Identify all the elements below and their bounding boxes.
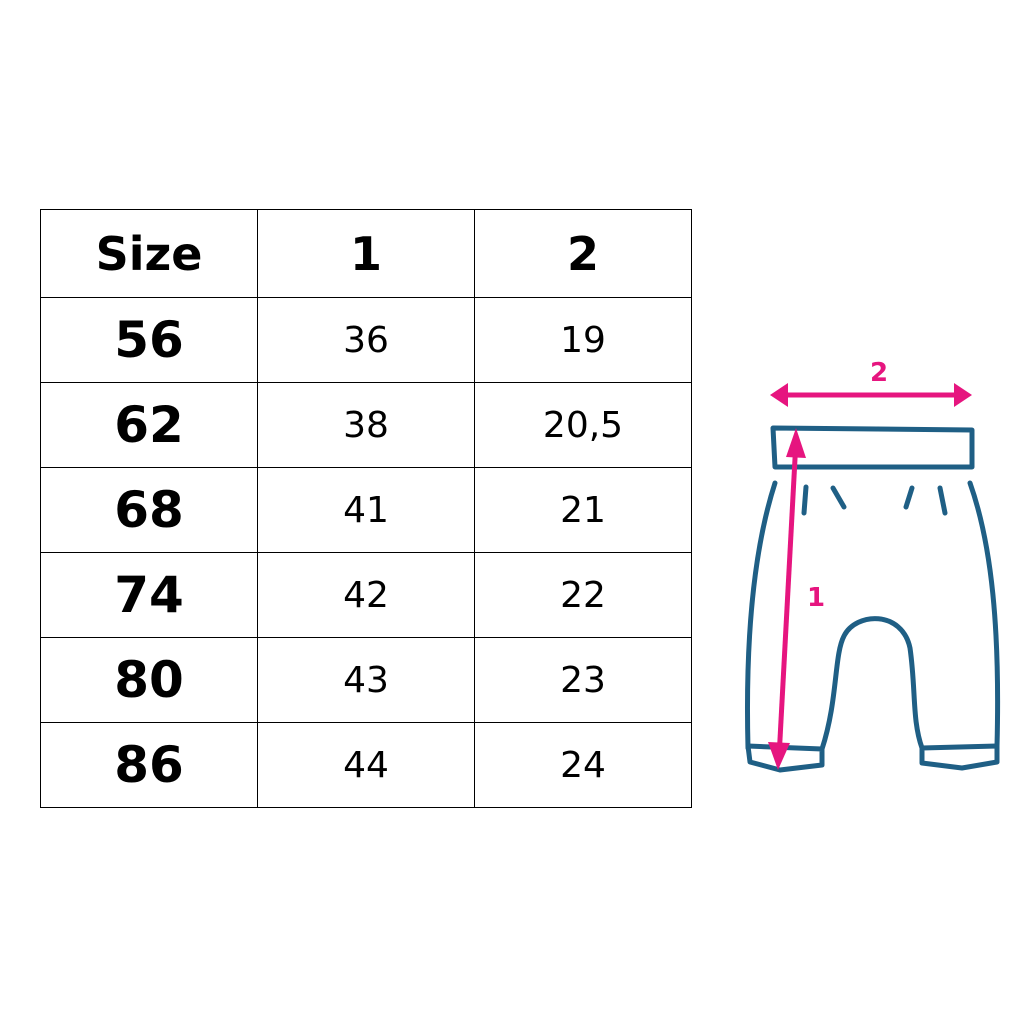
header-measure-1: 1 — [257, 209, 475, 298]
width-label: 2 — [870, 358, 888, 388]
table-row: 62 38 20,5 — [40, 382, 692, 468]
table-row: 86 44 24 — [40, 722, 692, 808]
size-cell: 74 — [40, 552, 258, 638]
header-measure-2: 2 — [474, 209, 692, 298]
measure-2-cell: 19 — [474, 297, 692, 383]
measure-2-cell: 21 — [474, 467, 692, 553]
header-size: Size — [40, 209, 258, 298]
pants-outline-icon — [744, 425, 1001, 773]
measure-2-cell: 20,5 — [474, 382, 692, 468]
length-label: 1 — [807, 583, 825, 613]
size-table: Size 1 2 56 36 19 62 38 20,5 68 41 21 74 42 22 8… — [40, 209, 692, 808]
measure-2-cell: 22 — [474, 552, 692, 638]
measure-1-cell: 43 — [257, 637, 475, 723]
measure-1-cell: 41 — [257, 467, 475, 553]
measure-1-cell: 42 — [257, 552, 475, 638]
length-arrow-icon — [768, 428, 806, 770]
table-row: 74 42 22 — [40, 552, 692, 638]
table-row: 80 43 23 — [40, 637, 692, 723]
width-arrow-icon — [770, 383, 972, 407]
measure-1-cell: 44 — [257, 722, 475, 808]
measure-1-cell: 38 — [257, 382, 475, 468]
measure-2-cell: 23 — [474, 637, 692, 723]
table-header-row: Size 1 2 — [40, 209, 692, 298]
table-row: 68 41 21 — [40, 467, 692, 553]
size-cell: 68 — [40, 467, 258, 553]
measure-2-cell: 24 — [474, 722, 692, 808]
size-cell: 80 — [40, 637, 258, 723]
